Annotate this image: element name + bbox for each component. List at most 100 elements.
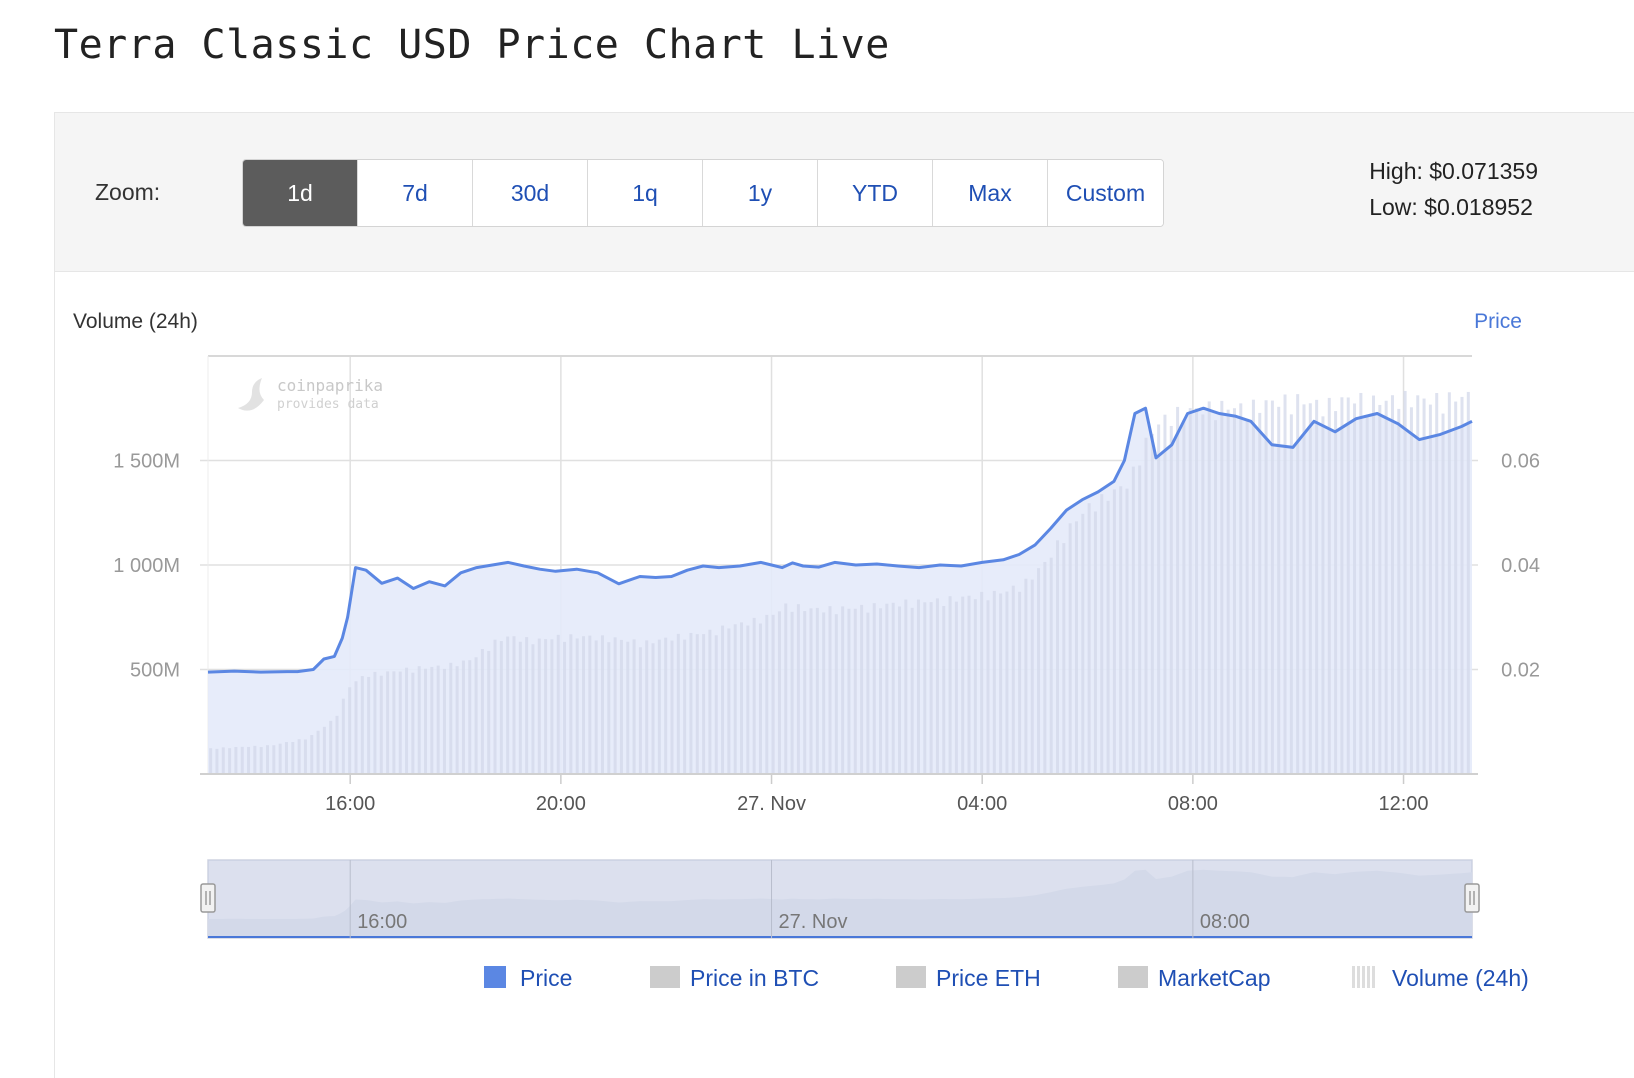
legend-label[interactable]: Price ETH	[936, 965, 1041, 991]
volume-bar	[1201, 414, 1205, 774]
volume-bar	[449, 662, 453, 774]
volume-bar	[796, 604, 800, 774]
volume-bar	[790, 611, 794, 774]
legend-label[interactable]: Volume (24h)	[1392, 965, 1529, 991]
volume-bar	[1390, 395, 1394, 774]
legend-swatch	[896, 966, 926, 988]
volume-bar	[594, 640, 598, 774]
volume-bar	[1315, 399, 1319, 774]
volume-bar	[341, 698, 345, 774]
volume-bar	[322, 726, 326, 774]
legend-label[interactable]: MarketCap	[1158, 965, 1270, 991]
volume-bar	[373, 671, 377, 774]
volume-bar	[278, 743, 282, 774]
zoom-1y-button[interactable]: 1y	[703, 160, 818, 226]
volume-bar	[879, 608, 883, 774]
zoom-button-group: 1d 7d 30d 1q 1y YTD Max Custom	[242, 159, 1164, 227]
navigator-right-handle[interactable]	[1464, 883, 1480, 913]
volume-bar	[702, 634, 706, 774]
volume-bar	[746, 625, 750, 774]
volume-bar	[758, 623, 762, 774]
volume-bar	[942, 606, 946, 774]
volume-bar	[954, 601, 958, 774]
volume-bar	[1056, 540, 1060, 774]
right-tick-label: 0.02	[1501, 660, 1540, 682]
zoom-1q-button[interactable]: 1q	[588, 160, 703, 226]
volume-bar	[626, 641, 630, 774]
handle-grip-icon[interactable]	[200, 883, 216, 913]
volume-bar	[1359, 392, 1363, 774]
volume-bar	[898, 606, 902, 774]
legend-swatch	[1118, 966, 1148, 988]
volume-bar	[866, 612, 870, 774]
zoom-custom-button[interactable]: Custom	[1048, 160, 1163, 226]
zoom-7d-button[interactable]: 7d	[358, 160, 473, 226]
navigator-left-handle[interactable]	[200, 883, 216, 913]
volume-bar	[1270, 400, 1274, 774]
volume-bar	[487, 650, 491, 774]
volume-bar	[537, 638, 541, 774]
volume-bar	[1435, 393, 1439, 774]
x-tick-label: 20:00	[536, 793, 586, 815]
volume-bar	[1232, 408, 1236, 774]
legend-item-price-eth[interactable]: Price ETH	[896, 965, 1041, 991]
volume-bar	[721, 625, 725, 774]
watermark-subtext: provides data	[277, 397, 379, 412]
volume-bar	[1422, 398, 1426, 774]
volume-bar	[891, 602, 895, 774]
legend-item-volume[interactable]: Volume (24h)	[1352, 965, 1529, 991]
legend-swatch	[1372, 966, 1375, 988]
watermark-text: coinpaprika	[277, 376, 383, 395]
zoom-ytd-button[interactable]: YTD	[818, 160, 933, 226]
volume-bar	[980, 591, 984, 774]
volume-bar	[272, 745, 276, 774]
volume-bar	[784, 603, 788, 774]
legend-label[interactable]: Price in BTC	[690, 965, 819, 991]
volume-bar	[1283, 394, 1287, 774]
volume-bar	[1207, 401, 1211, 774]
volume-bar	[1074, 521, 1078, 774]
volume-bar	[563, 641, 567, 774]
volume-bar	[689, 632, 693, 774]
volume-bar	[430, 666, 434, 774]
volume-bar	[499, 641, 503, 774]
volume-bar	[733, 624, 737, 774]
volume-bar	[708, 629, 712, 774]
volume-bar	[556, 634, 560, 774]
legend-item-price-btc[interactable]: Price in BTC	[650, 965, 819, 991]
volume-bar	[493, 639, 497, 774]
high-low-summary: High: $0.071359 Low: $0.018952	[1369, 153, 1538, 225]
volume-bar	[1353, 403, 1357, 774]
navigator-tick-label: 27. Nov	[779, 911, 848, 933]
volume-bar	[1062, 543, 1066, 774]
volume-bar	[1081, 513, 1085, 774]
volume-bar	[234, 746, 238, 774]
legend-item-price[interactable]: Price	[484, 965, 572, 991]
volume-bar	[284, 742, 288, 774]
volume-bar	[1182, 419, 1186, 774]
volume-bar	[417, 666, 421, 774]
volume-bar	[1251, 399, 1255, 774]
volume-bar	[266, 745, 270, 774]
page-title: Terra Classic USD Price Chart Live	[54, 22, 890, 68]
volume-bar	[613, 637, 617, 774]
zoom-max-button[interactable]: Max	[933, 160, 1048, 226]
legend-label[interactable]: Price	[520, 965, 572, 991]
volume-bar	[676, 633, 680, 774]
zoom-30d-button[interactable]: 30d	[473, 160, 588, 226]
volume-bar	[461, 660, 465, 774]
volume-bar	[1365, 414, 1369, 774]
volume-bar	[645, 640, 649, 774]
volume-bar	[1093, 511, 1097, 774]
zoom-1d-button[interactable]: 1d	[243, 160, 358, 226]
legend-item-marketcap[interactable]: MarketCap	[1118, 965, 1270, 991]
volume-bar	[1005, 591, 1009, 774]
volume-bar	[872, 603, 876, 774]
navigator-selected-range[interactable]	[208, 860, 1472, 938]
volume-bar	[1289, 414, 1293, 774]
volume-bar	[1428, 404, 1432, 774]
volume-bar	[379, 675, 383, 774]
volume-bar	[935, 598, 939, 774]
volume-bar	[531, 644, 535, 774]
handle-grip-icon[interactable]	[1464, 883, 1480, 913]
